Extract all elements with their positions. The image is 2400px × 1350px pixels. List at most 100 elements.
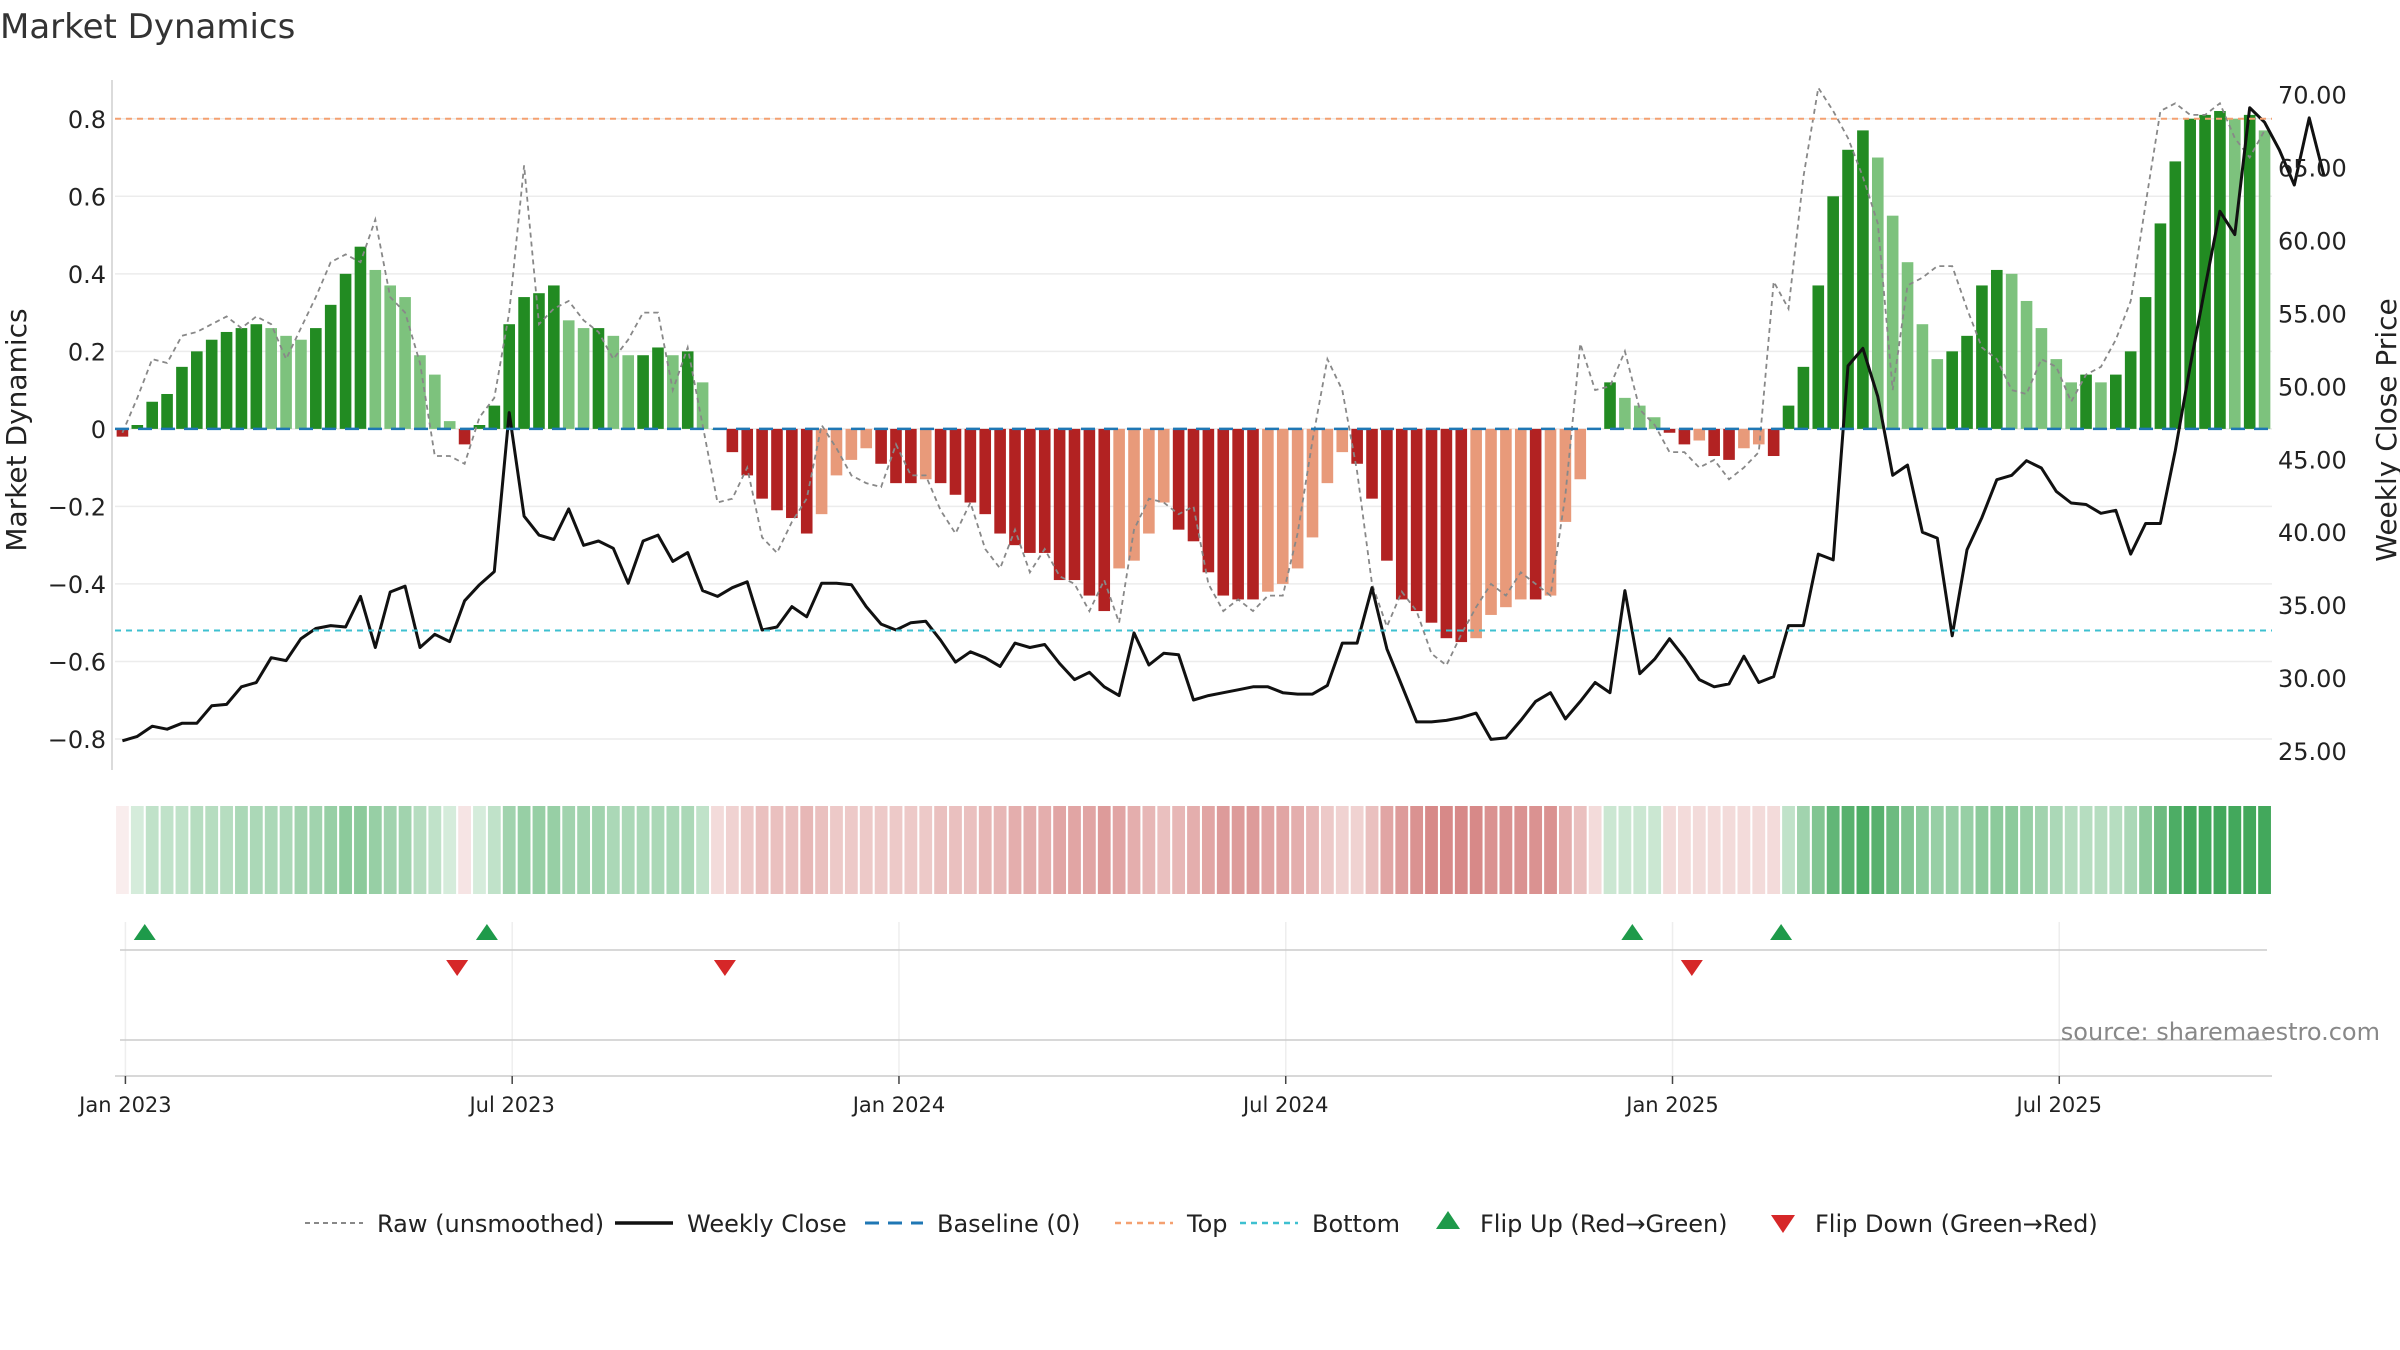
regime-cell bbox=[532, 806, 546, 894]
regime-cell bbox=[398, 806, 412, 894]
regime-cell bbox=[1841, 806, 1855, 894]
x-tick-label: Jan 2024 bbox=[851, 1093, 946, 1117]
dynamics-bar bbox=[1648, 417, 1661, 429]
dynamics-bar bbox=[1976, 285, 1988, 429]
regime-cell bbox=[934, 806, 948, 894]
regime-cell bbox=[1960, 806, 1974, 894]
y-left-tick-label: −0.2 bbox=[48, 493, 106, 521]
regime-cell bbox=[1752, 806, 1766, 894]
regime-cell bbox=[2005, 806, 2019, 894]
x-tick-label: Jul 2023 bbox=[467, 1093, 554, 1117]
regime-cell bbox=[859, 806, 873, 894]
dynamics-bar bbox=[1128, 428, 1140, 561]
regime-cell bbox=[1692, 806, 1706, 894]
regime-cell bbox=[2020, 806, 2033, 894]
regime-cell bbox=[1811, 806, 1825, 894]
regime-cell bbox=[711, 806, 724, 894]
regime-cell bbox=[1216, 806, 1230, 894]
regime-cell bbox=[249, 806, 263, 894]
regime-cell bbox=[2109, 806, 2123, 894]
regime-cell bbox=[1826, 806, 1840, 894]
y-right-tick-label: 60.00 bbox=[2278, 227, 2347, 255]
dynamics-bar bbox=[1247, 428, 1259, 600]
flip-up-marker bbox=[1770, 924, 1793, 940]
dynamics-bar bbox=[1336, 428, 1349, 453]
dynamics-bar bbox=[1381, 428, 1393, 561]
dynamics-bar bbox=[2169, 161, 2182, 429]
dynamics-bar bbox=[1098, 428, 1111, 612]
regime-cell bbox=[1633, 806, 1647, 894]
regime-cell bbox=[1082, 806, 1096, 894]
dynamics-bar bbox=[1604, 382, 1616, 429]
dynamics-bar bbox=[458, 428, 471, 445]
regime-cell bbox=[1588, 806, 1602, 894]
flip-up-marker bbox=[133, 924, 156, 940]
dynamics-bar bbox=[1024, 428, 1036, 553]
regime-cell bbox=[1678, 806, 1691, 894]
regime-cell bbox=[785, 806, 799, 894]
dynamics-bar bbox=[414, 355, 426, 429]
regime-cell bbox=[621, 806, 635, 894]
dynamics-bar bbox=[1366, 428, 1378, 499]
regime-cell bbox=[2049, 806, 2063, 894]
regime-cell bbox=[205, 806, 219, 894]
dynamics-bar bbox=[1663, 428, 1676, 433]
regime-cell bbox=[755, 806, 769, 894]
dynamics-bar bbox=[548, 285, 560, 429]
regime-cell bbox=[1544, 806, 1557, 894]
dynamics-bar bbox=[280, 335, 292, 429]
regime-cell bbox=[2213, 806, 2227, 894]
regime-cell bbox=[1038, 806, 1052, 894]
dynamics-bar bbox=[369, 269, 382, 429]
dynamics-bar bbox=[1351, 428, 1363, 464]
dynamics-bar bbox=[1485, 428, 1497, 615]
y-left-tick-label: 0.6 bbox=[68, 183, 106, 211]
dynamics-bar bbox=[399, 297, 411, 429]
regime-cell bbox=[1529, 806, 1543, 894]
dynamics-bar bbox=[2065, 382, 2077, 429]
regime-cell bbox=[1722, 806, 1736, 894]
regime-cell bbox=[1395, 806, 1409, 894]
regime-cell bbox=[1558, 806, 1572, 894]
dynamics-bar bbox=[1961, 335, 1973, 429]
dynamics-bar bbox=[1782, 405, 1795, 429]
dynamics-bar bbox=[1901, 262, 1914, 429]
regime-cell bbox=[725, 806, 739, 894]
flip-down-marker bbox=[1680, 960, 1703, 976]
regime-cell bbox=[1930, 806, 1944, 894]
regime-cell bbox=[190, 806, 204, 894]
dynamics-bar bbox=[1678, 428, 1691, 445]
y-right-tick-label: 30.00 bbox=[2278, 665, 2347, 693]
dynamics-bar bbox=[1276, 428, 1289, 584]
dynamics-bar bbox=[1440, 428, 1453, 639]
regime-cell bbox=[2198, 806, 2212, 894]
dynamics-bar bbox=[191, 351, 203, 429]
dynamics-bar bbox=[652, 347, 664, 429]
dynamics-bar bbox=[295, 339, 307, 429]
dynamics-bar bbox=[2050, 359, 2063, 429]
close-series bbox=[121, 106, 2326, 743]
regime-cell bbox=[116, 806, 129, 894]
dynamics-bar bbox=[1232, 428, 1244, 600]
legend: Raw (unsmoothed) Weekly Close Baseline (0)… bbox=[305, 1210, 2098, 1238]
regime-cell bbox=[1246, 806, 1260, 894]
dynamics-bar bbox=[860, 428, 873, 449]
dynamics-bar bbox=[1752, 428, 1765, 445]
legend-label: Baseline (0) bbox=[937, 1210, 1080, 1238]
dynamics-bar bbox=[1931, 359, 1944, 429]
dynamics-bar bbox=[503, 324, 516, 429]
regime-cell bbox=[1142, 806, 1156, 894]
y-right-tick-label: 40.00 bbox=[2278, 519, 2347, 547]
dynamics-bar bbox=[919, 428, 932, 480]
regime-cell bbox=[1410, 806, 1424, 894]
legend-label: Raw (unsmoothed) bbox=[377, 1210, 604, 1238]
dynamics-bar bbox=[756, 428, 768, 499]
dynamics-bar bbox=[1157, 428, 1170, 503]
dynamics-bar bbox=[533, 293, 545, 429]
regime-strip bbox=[116, 806, 2271, 894]
regime-cell bbox=[770, 806, 784, 894]
regime-cell bbox=[1127, 806, 1141, 894]
regime-cell bbox=[1901, 806, 1914, 894]
regime-cell bbox=[830, 806, 843, 894]
dynamics-bar bbox=[786, 428, 798, 519]
